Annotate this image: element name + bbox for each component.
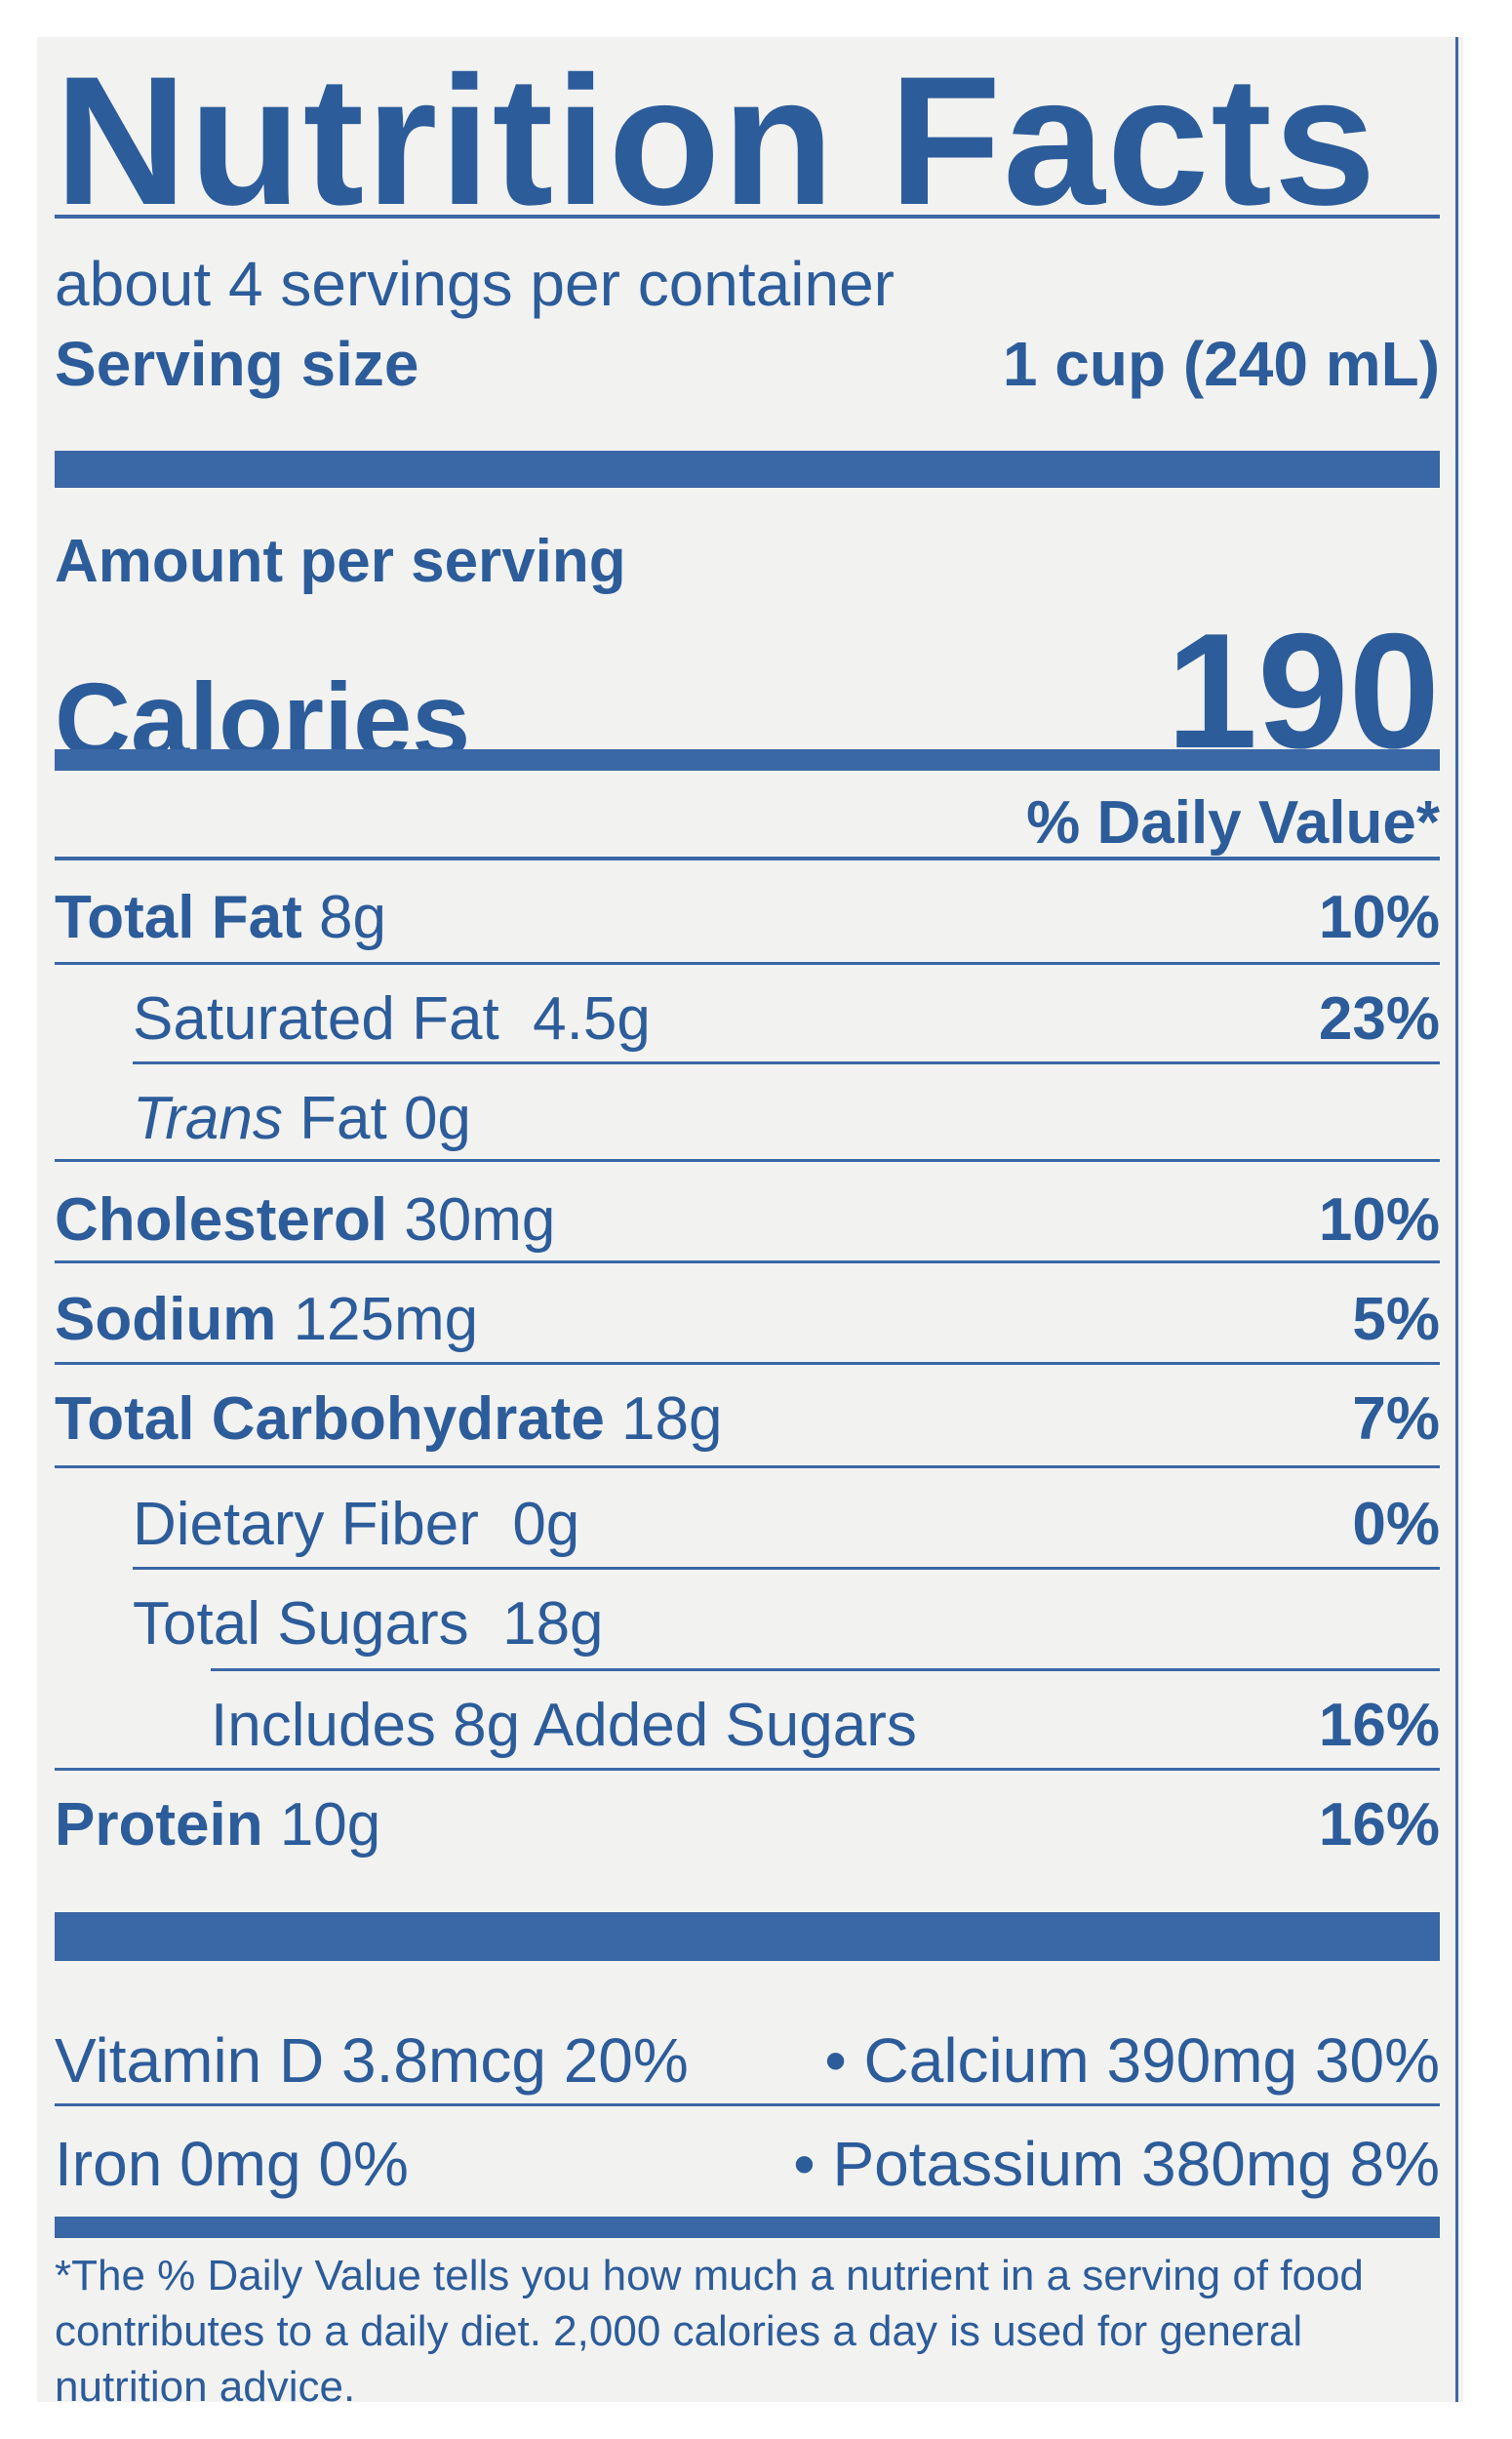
cholesterol-label: Cholesterol (55, 1186, 388, 1254)
sodium-dv: 5% (1352, 1286, 1440, 1353)
footnote-rule (55, 2217, 1440, 2238)
saturated-fat-dv: 23% (1318, 985, 1440, 1053)
protein-amount: 10g (279, 1791, 381, 1859)
calories-value: 190 (1166, 599, 1440, 782)
nutrient-row-protein: Protein 10g 16% (55, 1795, 1440, 1856)
total-carbohydrate-dv: 7% (1352, 1385, 1440, 1453)
title-rule (55, 215, 1440, 219)
nutrient-row-trans-fat: Trans Fat 0g (133, 1089, 1440, 1149)
trans-fat-label: Fat (299, 1085, 387, 1152)
added-sugars-dv: 16% (1318, 1692, 1440, 1759)
sodium-amount: 125mg (293, 1286, 479, 1353)
nutrient-row-total-carbohydrate: Total Carbohydrate 18g 7% (55, 1389, 1440, 1450)
total-fat-label: Total Fat (55, 884, 302, 951)
rule-total-carbohydrate (55, 1465, 1440, 1468)
saturated-fat-label: Saturated Fat (133, 985, 499, 1053)
saturated-fat-amount: 4.5g (533, 985, 651, 1053)
calcium: • Calcium 390mg 30% (824, 2025, 1440, 2096)
calories-rule (55, 749, 1440, 771)
rule-added-sugars (55, 1768, 1440, 1771)
thick-rule-top (55, 451, 1440, 488)
rule-dietary-fiber (133, 1567, 1440, 1570)
rule-sodium (55, 1362, 1440, 1365)
footnote: *The % Daily Value tells you how much a … (55, 2252, 1364, 2412)
dietary-fiber-dv: 0% (1352, 1491, 1440, 1558)
vitamin-d: Vitamin D 3.8mcg 20% (55, 2025, 689, 2096)
iron: Iron 0mg 0% (55, 2129, 409, 2199)
trans-fat-amount: 0g (403, 1085, 471, 1152)
total-sugars-amount: 18g (502, 1590, 604, 1658)
total-carbohydrate-label: Total Carbohydrate (55, 1385, 605, 1453)
total-sugars-label: Total Sugars (133, 1590, 469, 1658)
serving-size-value: 1 cup (240 mL) (1002, 329, 1440, 399)
rule-dv (55, 857, 1440, 860)
rule-vitamins (55, 2103, 1440, 2106)
total-fat-amount: 8g (318, 884, 386, 951)
nutrient-row-dietary-fiber: Dietary Fiber 0g 0% (133, 1495, 1440, 1555)
cholesterol-amount: 30mg (404, 1186, 556, 1254)
panel-edge-line (1455, 37, 1458, 2402)
serving-size-label: Serving size (55, 329, 419, 399)
daily-value-header: % Daily Value* (1026, 789, 1440, 857)
servings-per-container: about 4 servings per container (55, 249, 895, 319)
rule-trans-fat (55, 1159, 1440, 1162)
label-title: Nutrition Facts (55, 38, 1378, 243)
protein-dv: 16% (1318, 1791, 1440, 1859)
nutrient-row-total-sugars: Total Sugars 18g (133, 1594, 1440, 1655)
label-background (37, 37, 1463, 2402)
protein-label: Protein (55, 1791, 263, 1859)
nutrient-row-cholesterol: Cholesterol 30mg 10% (55, 1190, 1440, 1251)
potassium: • Potassium 380mg 8% (793, 2129, 1440, 2199)
cholesterol-dv: 10% (1318, 1186, 1440, 1254)
vitamin-row-1: Vitamin D 3.8mcg 20% • Calcium 390mg 30% (55, 2029, 1440, 2092)
rule-saturated-fat (133, 1061, 1440, 1064)
dietary-fiber-amount: 0g (512, 1491, 580, 1558)
sodium-label: Sodium (55, 1286, 277, 1353)
nutrient-row-added-sugars: Includes 8g Added Sugars 16% (211, 1696, 1440, 1756)
nutrient-row-total-fat: Total Fat 8g 10% (55, 888, 1440, 948)
thick-rule-bottom (55, 1912, 1440, 1961)
total-fat-dv: 10% (1318, 884, 1440, 951)
nutrient-row-saturated-fat: Saturated Fat 4.5g 23% (133, 989, 1440, 1050)
rule-total-sugars (211, 1668, 1440, 1671)
amount-per-serving: Amount per serving (55, 528, 626, 595)
total-carbohydrate-amount: 18g (621, 1385, 723, 1453)
dietary-fiber-label: Dietary Fiber (133, 1491, 479, 1558)
added-sugars-label: Includes 8g Added Sugars (211, 1692, 917, 1759)
nutrient-row-sodium: Sodium 125mg 5% (55, 1290, 1440, 1350)
rule-cholesterol (55, 1260, 1440, 1263)
vitamin-row-2: Iron 0mg 0% • Potassium 380mg 8% (55, 2133, 1440, 2195)
trans-fat-italic: Trans (133, 1085, 283, 1152)
rule-total-fat (55, 962, 1440, 965)
